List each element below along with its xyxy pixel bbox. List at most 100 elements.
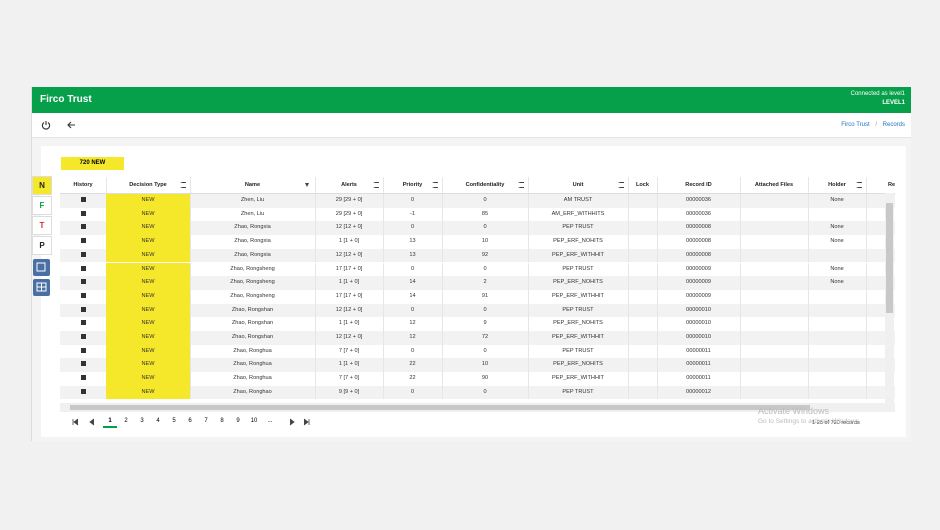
- cell: [628, 358, 658, 373]
- page-number[interactable]: 6: [188, 418, 192, 424]
- sort-icon[interactable]: [373, 182, 379, 188]
- side-tab[interactable]: N: [32, 176, 52, 195]
- history-icon[interactable]: [80, 320, 86, 326]
- table-row[interactable]: [60, 344, 895, 359]
- page-number[interactable]: 1: [103, 418, 117, 428]
- sort-icon[interactable]: [856, 182, 862, 188]
- page-number[interactable]: 5: [172, 418, 176, 424]
- page-number[interactable]: 8: [220, 418, 224, 424]
- column-header[interactable]: Decision Type: [106, 177, 191, 193]
- header: Firco Trust Connected as level1 LEVEL1: [32, 87, 911, 113]
- history-cell: [60, 317, 107, 331]
- column-header[interactable]: Attached Files: [740, 177, 809, 193]
- sort-icon[interactable]: [432, 182, 438, 188]
- history-cell: [60, 385, 107, 400]
- history-icon[interactable]: [80, 210, 86, 216]
- page-number[interactable]: 7: [204, 418, 208, 424]
- column-header[interactable]: Renew: [866, 177, 895, 193]
- history-icon[interactable]: [80, 306, 86, 312]
- table-row[interactable]: [60, 276, 895, 290]
- power-icon[interactable]: [41, 120, 51, 130]
- column-header[interactable]: Lock: [628, 177, 658, 193]
- back-icon[interactable]: [66, 120, 76, 130]
- cell: 00000011: [657, 372, 741, 386]
- cell: PEP_ERF_WITHHIT: [528, 289, 629, 304]
- table-row[interactable]: [60, 289, 895, 304]
- cell: [740, 221, 809, 236]
- sort-icon[interactable]: [518, 182, 524, 188]
- history-icon[interactable]: [80, 251, 86, 257]
- table-row[interactable]: [60, 194, 895, 208]
- column-header[interactable]: Record ID: [657, 177, 741, 193]
- history-icon[interactable]: [80, 292, 86, 298]
- history-icon[interactable]: [80, 279, 86, 285]
- sort-icon[interactable]: [180, 182, 186, 188]
- history-icon[interactable]: [80, 224, 86, 230]
- cell: PEP TRUST: [528, 385, 629, 400]
- cell: 2: [442, 276, 529, 290]
- sort-icon[interactable]: [305, 183, 309, 187]
- history-icon[interactable]: [80, 388, 86, 394]
- page-number[interactable]: 2: [124, 418, 128, 424]
- table-row[interactable]: [60, 221, 895, 236]
- cell: 0: [383, 221, 443, 236]
- history-cell: [60, 207, 107, 222]
- history-icon[interactable]: [80, 347, 86, 353]
- page-number[interactable]: 9: [236, 418, 240, 424]
- table-row[interactable]: [60, 207, 895, 222]
- table-row[interactable]: [60, 331, 895, 345]
- column-header[interactable]: History: [60, 177, 107, 193]
- column-header[interactable]: Name: [190, 177, 316, 193]
- column-header[interactable]: Confidentiality: [442, 177, 529, 193]
- column-header[interactable]: Holder: [808, 177, 867, 193]
- page-arrow[interactable]: [87, 417, 97, 427]
- app-title: Firco Trust: [40, 94, 92, 105]
- tab[interactable]: 720 NEW: [61, 157, 124, 170]
- crumb[interactable]: Records: [882, 122, 905, 128]
- history-icon[interactable]: [80, 197, 86, 203]
- side-tab[interactable]: P: [32, 236, 52, 255]
- history-icon[interactable]: [80, 265, 86, 271]
- column-header[interactable]: Unit: [528, 177, 629, 193]
- table-row[interactable]: [60, 372, 895, 386]
- history-icon[interactable]: [80, 361, 86, 367]
- page-number[interactable]: 4: [156, 418, 160, 424]
- side-tab[interactable]: T: [32, 216, 52, 235]
- table-row[interactable]: [60, 303, 895, 318]
- table-row[interactable]: [60, 317, 895, 331]
- cell: None: [808, 194, 867, 208]
- table-row[interactable]: [60, 235, 895, 249]
- table-row[interactable]: [60, 385, 895, 400]
- column-header[interactable]: Alerts: [315, 177, 384, 193]
- cell: NEW: [106, 207, 191, 222]
- cell: [740, 372, 809, 386]
- cell: Zhao, Ronghua: [190, 344, 316, 359]
- column-header[interactable]: Priority: [383, 177, 443, 193]
- page-arrow[interactable]: [287, 417, 297, 427]
- cell: [808, 372, 867, 386]
- cell: 91: [442, 289, 529, 304]
- cell: [740, 303, 809, 318]
- table-row[interactable]: [60, 358, 895, 373]
- cell: Zhao, Rongxia: [190, 235, 316, 249]
- history-icon[interactable]: [80, 238, 86, 244]
- table-row[interactable]: [60, 248, 895, 263]
- cell: 13: [383, 235, 443, 249]
- history-icon[interactable]: [80, 334, 86, 340]
- cell: [740, 331, 809, 345]
- history-cell: [60, 358, 107, 373]
- cell: None: [808, 235, 867, 249]
- page-arrow[interactable]: [302, 417, 312, 427]
- sort-icon[interactable]: [618, 182, 624, 188]
- page-info: 1-25 of 720 records: [812, 420, 860, 426]
- table-row[interactable]: [60, 262, 895, 277]
- side-tab[interactable]: F: [32, 196, 52, 215]
- cell: 7 [7 + 0]: [315, 372, 384, 386]
- crumb[interactable]: Firco Trust: [841, 122, 870, 128]
- cell: 14: [383, 289, 443, 304]
- history-icon[interactable]: [80, 375, 86, 381]
- page-number[interactable]: 10: [250, 418, 258, 424]
- page-arrow[interactable]: [70, 417, 80, 427]
- page-number[interactable]: ...: [267, 418, 273, 424]
- page-number[interactable]: 3: [140, 418, 144, 424]
